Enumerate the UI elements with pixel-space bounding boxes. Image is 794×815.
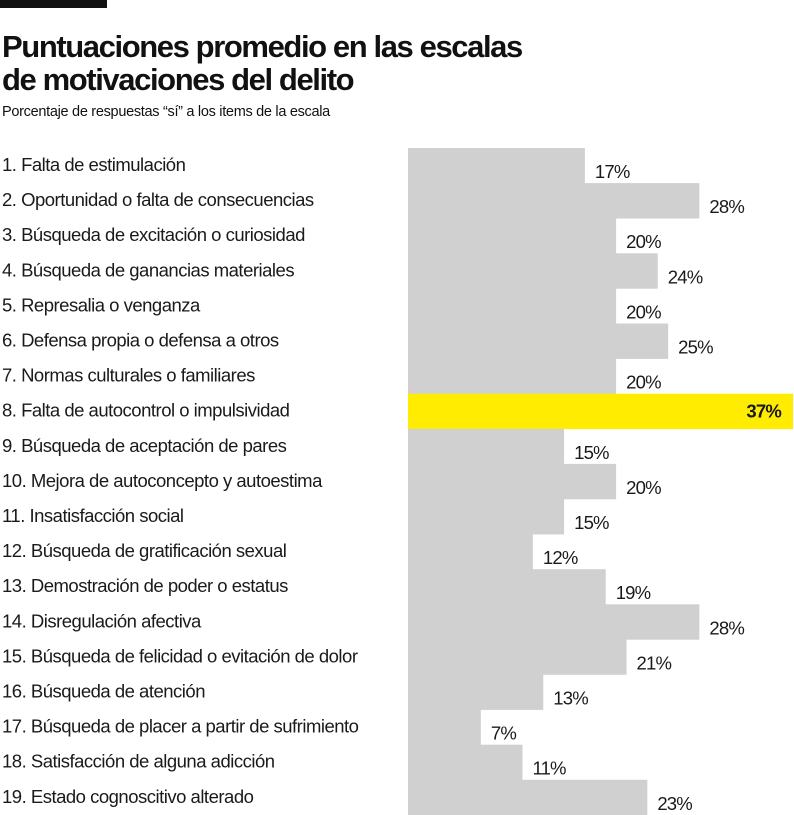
category-label: 11. Insatisfacción social	[2, 505, 184, 526]
chart-subtitle: Porcentaje de respuestas “sí” a los item…	[2, 104, 330, 120]
bar-6	[408, 323, 669, 359]
value-label: 17%	[595, 161, 630, 182]
bar-4	[408, 253, 658, 289]
bar-2	[408, 183, 700, 219]
value-label: 15%	[574, 442, 609, 463]
value-label: 28%	[709, 617, 744, 638]
category-label: 4. Búsqueda de ganancias materiales	[2, 259, 294, 280]
category-label: 3. Búsqueda de excitación o curiosidad	[2, 224, 305, 245]
value-label: 11%	[532, 758, 566, 779]
value-label: 21%	[637, 652, 672, 673]
category-label: 14. Disregulación afectiva	[2, 610, 202, 631]
chart-title: Puntuaciones promedio en las escalas de …	[2, 29, 523, 97]
value-label: 20%	[626, 372, 661, 393]
bar-15	[408, 639, 627, 675]
value-label: 7%	[491, 723, 516, 744]
top-accent-bar	[0, 0, 107, 8]
bar-19	[408, 779, 648, 815]
category-label: 17. Búsqueda de placer a partir de sufri…	[2, 716, 359, 737]
bar-7	[408, 358, 617, 394]
category-label: 10. Mejora de autoconcepto y autoestima	[2, 470, 323, 491]
category-label: 9. Búsqueda de aceptación de pares	[2, 435, 287, 456]
value-label: 19%	[616, 582, 651, 603]
bar-14	[408, 604, 700, 640]
value-label: 20%	[626, 477, 661, 498]
bar-16	[408, 674, 544, 710]
bar-5	[408, 288, 617, 324]
category-label: 13. Demostración de poder o estatus	[2, 575, 288, 596]
title-line-2: de motivaciones del delito	[2, 62, 355, 97]
category-label: 19. Estado cognoscitivo alterado	[2, 786, 254, 807]
category-label: 1. Falta de estimulación	[2, 154, 186, 175]
bar-10	[408, 463, 617, 500]
value-label: 13%	[553, 688, 588, 709]
value-label: 20%	[626, 301, 661, 322]
title-line-1: Puntuaciones promedio en las escalas	[2, 29, 523, 64]
category-label: 8. Falta de autocontrol o impulsividad	[2, 400, 290, 421]
bar-18	[408, 744, 523, 781]
value-label: 20%	[626, 231, 661, 252]
value-label: 23%	[657, 793, 692, 814]
bar-12	[408, 534, 533, 570]
category-label: 15. Búsqueda de felicidad o evitación de…	[2, 645, 358, 666]
value-label: 24%	[668, 266, 703, 287]
category-label: 12. Búsqueda de gratificación sexual	[2, 540, 286, 561]
bar-8	[408, 393, 793, 430]
value-label: 25%	[678, 337, 713, 358]
category-label: 18. Satisfacción de alguna adicción	[2, 751, 275, 772]
category-label: 16. Búsqueda de atención	[2, 681, 205, 702]
category-label: 7. Normas culturales o familiares	[2, 365, 255, 386]
bar-9	[408, 428, 565, 465]
bar-3	[408, 218, 617, 254]
bar-17	[408, 709, 481, 745]
value-label: 37%	[746, 401, 781, 422]
value-label: 12%	[543, 547, 578, 568]
category-label: 2. Oportunidad o falta de consecuencias	[2, 189, 314, 210]
bar-13	[408, 569, 606, 605]
value-label: 15%	[574, 512, 609, 533]
value-label: 28%	[709, 196, 744, 217]
category-label: 5. Represalia o venganza	[2, 294, 201, 315]
category-label: 6. Defensa propia o defensa a otros	[2, 330, 279, 351]
bar-11	[408, 499, 565, 535]
bar-1	[408, 148, 585, 184]
